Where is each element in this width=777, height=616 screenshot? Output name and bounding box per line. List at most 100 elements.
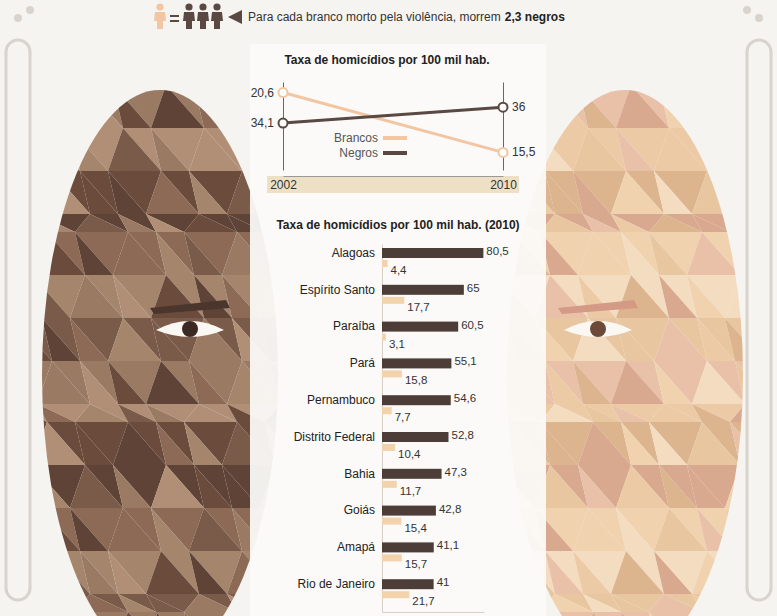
person-body: [154, 12, 166, 29]
face-facet: [768, 612, 777, 616]
bar: [382, 432, 448, 442]
tick-label: Bahia: [344, 467, 375, 481]
face-facet: [707, 551, 745, 594]
face-facet: [4, 85, 42, 128]
tick-label: Alagoas: [332, 246, 375, 260]
tick: Bahia: [344, 467, 375, 481]
data-label: 10,4: [398, 448, 421, 460]
tick: Amapá: [337, 540, 375, 554]
chart-title: Taxa de homicídios por 100 mil hab. (201…: [276, 218, 519, 232]
face-facet: [735, 171, 773, 214]
face-facet: [773, 594, 777, 612]
face-facet: [540, 612, 593, 616]
face-facet: [725, 128, 777, 171]
point-marker: [499, 148, 508, 157]
face-facet: [730, 594, 777, 612]
tick-label: Goiás: [344, 503, 375, 517]
face-facet: [37, 214, 75, 232]
face-facet: [32, 612, 85, 616]
data-label: 80,5: [486, 245, 508, 257]
face-facet: [687, 85, 740, 128]
tick-label: Distrito Federal: [294, 430, 375, 444]
background: [0, 0, 777, 616]
face-facet: [654, 551, 692, 594]
ornament-dot: [14, 14, 22, 22]
plot-marks: [279, 88, 508, 157]
person-icon: [211, 3, 223, 29]
face-facet: [184, 42, 237, 85]
face-facet: [113, 85, 151, 128]
face-facet: [659, 85, 697, 128]
face-facet: [649, 422, 687, 465]
face-facet: [0, 171, 52, 214]
face-facet: [692, 594, 730, 612]
data-label: 3,1: [389, 338, 405, 350]
face-facet: [725, 465, 777, 508]
ornament-dot: [743, 6, 751, 14]
face-facet: [702, 42, 740, 85]
chart-root: Para cada branco morto pela violência, m…: [0, 0, 777, 616]
face-facet: [725, 318, 777, 361]
face-facet: [616, 85, 669, 128]
x-axis-line: [383, 612, 485, 613]
face-facet: [730, 232, 768, 275]
face-facet: [573, 551, 611, 594]
bar: [382, 297, 404, 304]
face-facet: [184, 42, 222, 85]
face-facet: [611, 594, 649, 612]
face-facet: [70, 318, 108, 361]
tick-label: Rio de Janeiro: [298, 577, 376, 591]
tick: Alagoas: [332, 246, 375, 260]
bar: [382, 260, 388, 267]
face-facet: [692, 404, 730, 422]
face-facet: [654, 128, 707, 171]
face-facet: [687, 465, 740, 508]
face-facet: [692, 551, 745, 594]
face-facet: [687, 232, 740, 275]
eyebrow: [558, 300, 638, 314]
face-facet: [14, 508, 52, 551]
data-label: 4,4: [391, 264, 408, 276]
person-body: [197, 12, 209, 29]
face-facet: [621, 42, 659, 85]
face-facet: [4, 275, 42, 318]
tick: Pernambuco: [307, 393, 375, 407]
face-facet: [773, 214, 777, 232]
face-facet: [611, 404, 649, 422]
face-facet: [189, 128, 242, 171]
face-facet: [697, 128, 735, 171]
ornament-dot: [755, 14, 763, 22]
bar: [382, 285, 464, 295]
bar: [382, 248, 483, 258]
face-facet: [0, 612, 47, 616]
tick: 2002: [270, 176, 297, 192]
face-facet: [697, 128, 735, 171]
face-facet: [773, 594, 777, 612]
bar: [382, 579, 434, 589]
edge-ornament: [6, 40, 30, 600]
data-label: 42,8: [439, 503, 461, 515]
chart-title: Taxa de homicídios por 100 mil hab.: [284, 53, 489, 67]
face-facet: [578, 85, 616, 128]
face-facet: [593, 42, 631, 85]
tick: 2010: [490, 176, 517, 192]
bar: [382, 542, 434, 552]
eye-iris: [182, 321, 198, 337]
legend-swatch: [383, 136, 407, 140]
data-label: 34,1: [251, 116, 275, 130]
face-facet: [730, 422, 768, 465]
person-head: [213, 3, 220, 10]
face-facet: [735, 551, 773, 594]
face-facet: [184, 422, 222, 465]
face-facet: [32, 85, 70, 128]
face-facet: [654, 361, 692, 404]
person-icon: [154, 3, 166, 29]
face-facet: [9, 214, 47, 232]
tick: Paraíba: [333, 319, 375, 333]
face-facet: [659, 85, 697, 128]
face-facet: [184, 232, 222, 275]
face-facet: [0, 128, 52, 171]
equals-bar: [170, 20, 179, 22]
face-facet: [75, 42, 128, 85]
face-facet: [128, 42, 166, 85]
